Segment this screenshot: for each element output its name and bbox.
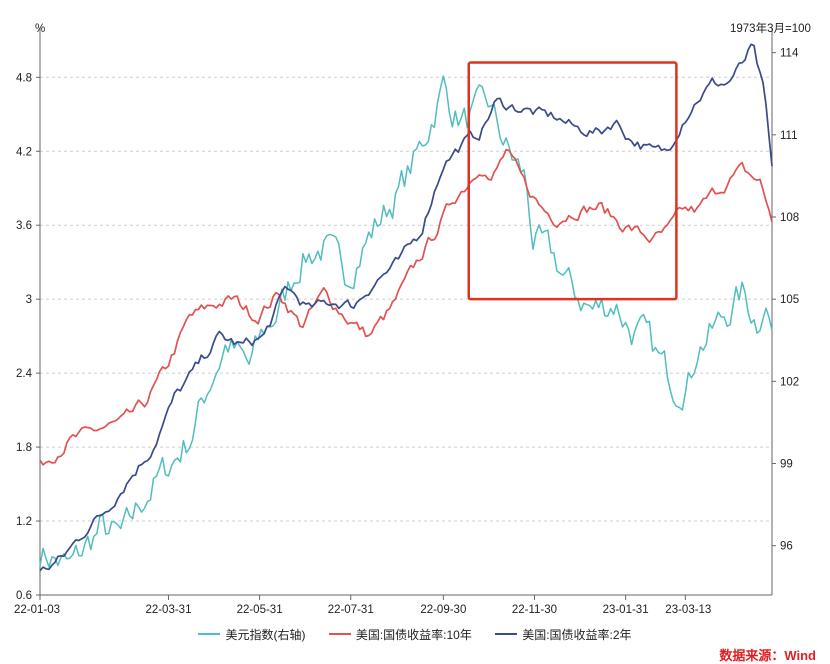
x-tick-label: 23-01-31 (603, 604, 649, 616)
series-lines (39, 43, 773, 572)
x-tick-label: 22-05-31 (237, 604, 283, 616)
right-tick-label: 99 (780, 459, 793, 471)
series-usd-index (39, 75, 773, 568)
right-tick-label: 102 (780, 376, 799, 388)
left-tick-label: 1.8 (16, 442, 32, 454)
legend-label-2y-yield: 美国:国债收益率:2年 (522, 627, 632, 642)
legend-label-usd-index: 美元指数(右轴) (225, 627, 306, 642)
right-tick-label: 111 (780, 130, 797, 142)
right-tick-label: 108 (780, 212, 799, 224)
gridlines (40, 76, 772, 596)
legend: 美元指数(右轴) 美国:国债收益率:10年 美国:国债收益率:2年 (0, 624, 830, 643)
right-ticks: 96 99 102 105 108 111 114 (772, 48, 799, 553)
legend-swatch-10y-yield (328, 633, 351, 635)
left-tick-label: 3.6 (16, 220, 32, 232)
left-tick-label: 4.2 (16, 146, 32, 158)
left-tick-label: 3 (26, 294, 32, 306)
x-ticks: 22-01-03 22-03-31 22-05-31 22-07-31 22-09-30… (14, 595, 711, 616)
right-tick-label: 96 (780, 541, 793, 553)
x-tick-label: 22-09-30 (420, 604, 466, 616)
legend-item-2y-yield: 美国:国债收益率:2年 (495, 626, 632, 643)
legend-label-10y-yield: 美国:国债收益率:10年 (355, 627, 472, 642)
legend-item-10y-yield: 美国:国债收益率:10年 (328, 626, 472, 643)
right-tick-label: 105 (780, 294, 799, 306)
left-tick-label: 1.2 (16, 516, 32, 528)
source-note: 数据来源：Wind (719, 648, 816, 663)
series-us-2y-yield (39, 43, 773, 572)
left-axis-label: % (35, 23, 45, 35)
x-tick-label: 22-03-31 (145, 604, 191, 616)
x-tick-label: 22-11-30 (512, 604, 557, 616)
legend-item-usd-index: 美元指数(右轴) (198, 626, 305, 643)
left-tick-label: 0.6 (16, 590, 32, 602)
legend-swatch-2y-yield (495, 633, 518, 635)
left-ticks: 0.6 1.2 1.8 2.4 3 3.6 4.2 4.8 (16, 72, 40, 602)
left-tick-label: 2.4 (16, 368, 33, 380)
legend-swatch-usd-index (198, 633, 221, 635)
x-tick-label: 22-07-31 (328, 604, 374, 616)
highlight-box (467, 61, 678, 301)
x-tick-label: 22-01-03 (14, 604, 60, 616)
series-us-10y-yield (39, 148, 773, 466)
right-axis-label: 1973年3月=100 (730, 21, 811, 35)
left-tick-label: 4.8 (16, 72, 32, 84)
right-tick-label: 114 (780, 48, 799, 60)
x-tick-label: 23-03-13 (665, 604, 711, 616)
